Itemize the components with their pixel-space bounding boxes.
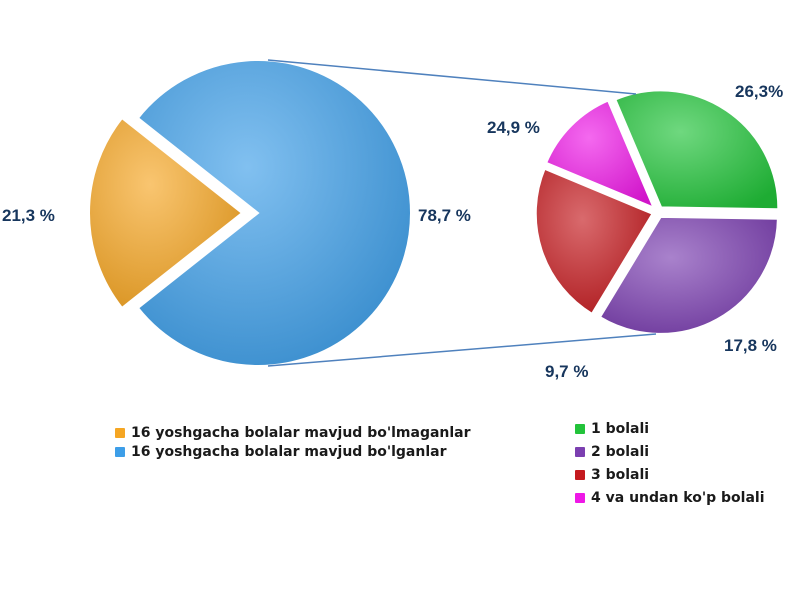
legend-label: 1 bolali bbox=[591, 420, 650, 437]
legend-swatch-magenta bbox=[575, 492, 585, 503]
legend-breakdown: 1 bolali 2 bolali 3 bolali 4 va undan ko… bbox=[575, 417, 765, 509]
legend-label: 3 bolali bbox=[591, 466, 650, 483]
legend-swatch-red bbox=[575, 469, 585, 480]
pie-slice-1-child bbox=[612, 88, 781, 212]
data-label-1-child: 24,9 % bbox=[487, 118, 540, 137]
pie-slice-with-children bbox=[136, 59, 412, 367]
legend-swatch-green bbox=[575, 423, 585, 434]
connector-line-bottom bbox=[267, 333, 657, 367]
data-label-no-children: 21,3 % bbox=[2, 206, 55, 225]
legend-swatch-purple bbox=[575, 446, 585, 457]
legend-label: 16 yoshgacha bolalar mavjud bo'lganlar bbox=[131, 443, 447, 460]
legend-item: 4 va undan ko'p bolali bbox=[575, 486, 765, 509]
legend-swatch-blue bbox=[115, 446, 125, 457]
connector-line-top bbox=[267, 59, 637, 95]
pie-slice-no-children bbox=[88, 116, 244, 310]
legend-item: 16 yoshgacha bolalar mavjud bo'lmaganlar bbox=[115, 423, 471, 442]
legend-swatch-orange bbox=[115, 427, 125, 438]
legend-label: 16 yoshgacha bolalar mavjud bo'lmaganlar bbox=[131, 424, 471, 441]
legend-item: 1 bolali bbox=[575, 417, 765, 440]
legend-label: 4 va undan ko'p bolali bbox=[591, 489, 765, 506]
pie-slice-4plus-children bbox=[543, 97, 658, 212]
data-label-3-children: 17,8 % bbox=[724, 336, 777, 355]
pie-slice-2-children bbox=[597, 214, 780, 336]
data-label-with-children: 78,7 % bbox=[418, 206, 471, 225]
legend-item: 2 bolali bbox=[575, 440, 765, 463]
pie-slice-3-children bbox=[533, 166, 656, 317]
data-label-4plus-children: 9,7 % bbox=[545, 362, 589, 381]
legend-item: 16 yoshgacha bolalar mavjud bo'lganlar bbox=[115, 442, 471, 461]
legend-label: 2 bolali bbox=[591, 443, 650, 460]
legend-item: 3 bolali bbox=[575, 463, 765, 486]
legend-main: 16 yoshgacha bolalar mavjud bo'lmaganlar… bbox=[115, 423, 471, 461]
data-label-2-children: 26,3% bbox=[735, 82, 784, 101]
